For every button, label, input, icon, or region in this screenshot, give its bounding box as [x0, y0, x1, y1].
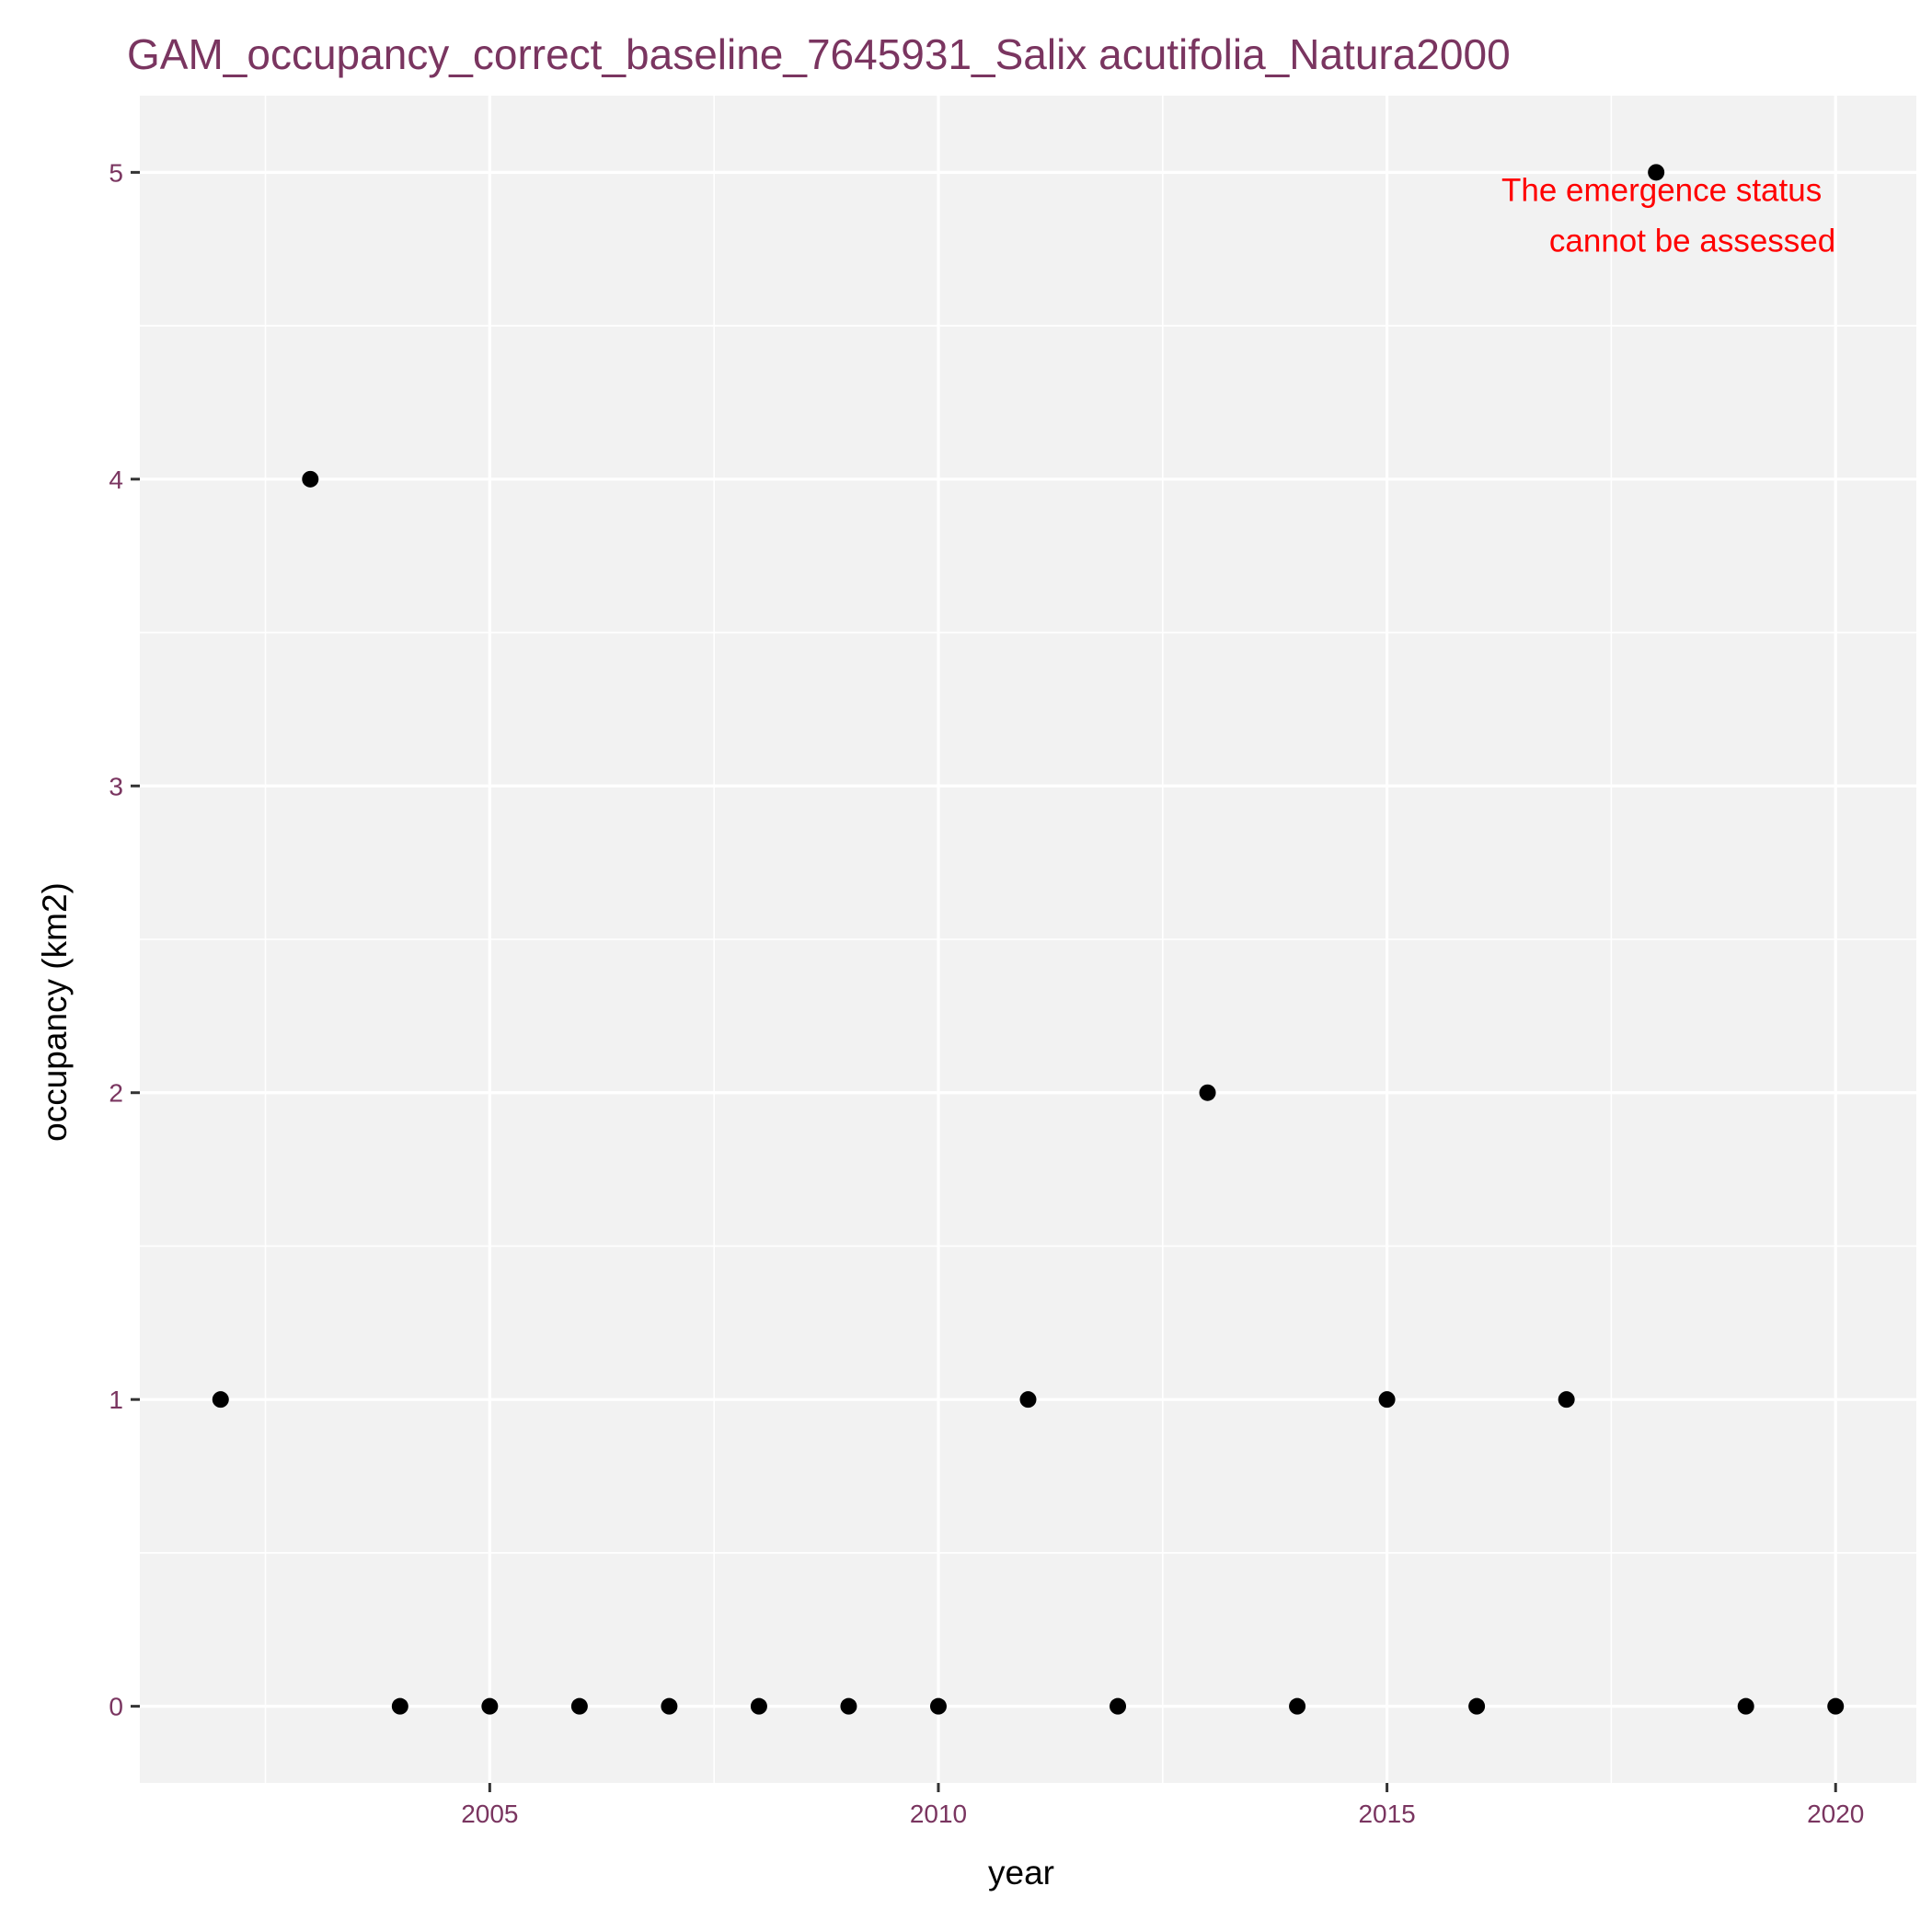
chart-title: GAM_occupancy_correct_baseline_7645931_S… — [127, 30, 1511, 78]
y-axis-title: occupancy (km2) — [36, 882, 74, 1142]
data-point — [1737, 1697, 1754, 1715]
data-point — [840, 1697, 857, 1715]
annotation-line-1: The emergence status — [1501, 172, 1822, 208]
data-point — [1558, 1391, 1575, 1409]
data-points — [212, 164, 1845, 1715]
data-point — [929, 1697, 947, 1715]
x-tick-label: 2010 — [910, 1800, 967, 1828]
data-point — [1827, 1697, 1845, 1715]
data-point — [1110, 1697, 1127, 1715]
data-point — [750, 1697, 767, 1715]
y-tick-label: 3 — [109, 772, 123, 800]
data-point — [1289, 1697, 1306, 1715]
data-point — [661, 1697, 678, 1715]
data-point — [302, 470, 319, 488]
data-point — [212, 1391, 229, 1409]
y-tick-label: 5 — [109, 158, 123, 187]
x-axis-title: year — [988, 1854, 1054, 1892]
data-point — [1648, 164, 1665, 181]
data-point — [570, 1697, 588, 1715]
data-point — [391, 1697, 408, 1715]
data-point — [481, 1697, 499, 1715]
x-axis: 2005 2010 2015 2020 — [461, 1783, 1864, 1828]
data-point — [1199, 1084, 1216, 1101]
y-tick-label: 1 — [109, 1386, 123, 1414]
data-point — [1019, 1391, 1037, 1409]
data-point — [1468, 1697, 1486, 1715]
y-tick-label: 4 — [109, 466, 123, 494]
y-tick-label: 2 — [109, 1079, 123, 1108]
annotation-line-2: cannot be assessed — [1549, 223, 1835, 259]
grid-minor — [140, 96, 1916, 1783]
x-tick-label: 2020 — [1807, 1800, 1864, 1828]
y-axis: 0 1 2 3 4 5 — [109, 158, 140, 1721]
data-point — [1378, 1391, 1396, 1409]
x-tick-label: 2015 — [1358, 1800, 1415, 1828]
y-tick-label: 0 — [109, 1693, 123, 1721]
x-tick-label: 2005 — [461, 1800, 518, 1828]
